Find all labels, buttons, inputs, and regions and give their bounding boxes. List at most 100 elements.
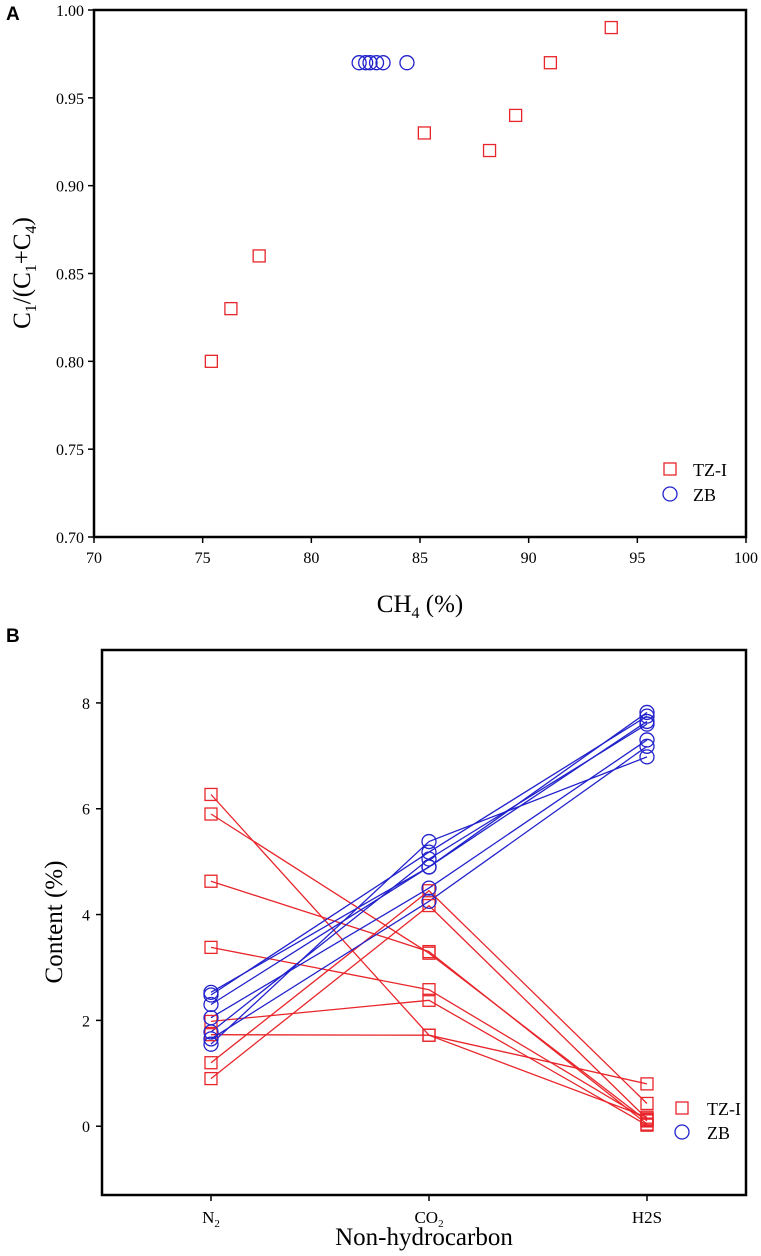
tzi-line xyxy=(210,999,648,1126)
tzi-point xyxy=(604,20,618,35)
a-xtick-label: 90 xyxy=(521,550,537,567)
panel-a-frame xyxy=(92,8,748,539)
zb-point xyxy=(639,738,655,754)
legend-a-tzi-marker xyxy=(663,462,677,476)
tzi-line xyxy=(210,946,648,1121)
zb-point xyxy=(203,987,219,1003)
tzi-point xyxy=(543,56,558,70)
tzi-point xyxy=(422,1028,436,1042)
zb-point xyxy=(203,996,219,1013)
tzi-point xyxy=(204,787,218,802)
tzi-point xyxy=(204,807,218,821)
zb-line xyxy=(210,756,648,1045)
panel-b-xlabel: Non-hydrocarbon xyxy=(335,1224,513,1251)
a-xtick-label: 80 xyxy=(303,550,319,567)
tzi-point xyxy=(224,301,238,316)
tzi-point xyxy=(640,1077,654,1091)
zb-point xyxy=(421,833,437,850)
tzi-point xyxy=(204,354,219,368)
tzi-line xyxy=(210,813,648,1122)
a-ytick-label: 0.70 xyxy=(56,530,84,547)
zb-point xyxy=(399,55,415,71)
tzi-point xyxy=(417,126,431,140)
a-xtick-label: 100 xyxy=(734,550,758,567)
a-xtick-label: 95 xyxy=(629,550,645,567)
zb-point xyxy=(639,732,655,748)
panel-a-legend: TZ-I ZB xyxy=(662,460,727,505)
tzi-line xyxy=(210,889,648,1104)
tzi-point xyxy=(508,108,523,123)
panel-b-points xyxy=(203,704,655,1132)
panel-a: A 70 75 80 85 90 95 100 0.70 0.75 0.80 0.85 0.90 0.9… xyxy=(6,3,758,622)
zb-line xyxy=(210,745,648,1040)
b-ytick-label: 0 xyxy=(82,1119,90,1136)
panel-b-legend: TZ-I ZB xyxy=(674,1099,741,1143)
zb-point xyxy=(203,1024,219,1040)
a-xtick-label: 75 xyxy=(195,550,211,567)
panel-a-ticks: 70 75 80 85 90 95 100 0.70 0.75 0.80 0.85 0.90 0.95 1… xyxy=(56,3,758,567)
zb-point xyxy=(203,1010,219,1026)
zb-point xyxy=(421,893,437,909)
a-xtick-label: 70 xyxy=(86,550,102,567)
a-ytick-label: 0.85 xyxy=(56,267,84,284)
zb-point xyxy=(362,55,378,71)
panel-b-lines xyxy=(210,711,648,1126)
zb-line xyxy=(210,720,648,1006)
panel-b-ticks: N2 CO2 H2S 0 2 4 6 8 xyxy=(82,696,662,1230)
zb-point xyxy=(358,55,374,71)
zb-point xyxy=(375,55,391,71)
tzi-point xyxy=(204,940,218,955)
legend-a-tzi-label: TZ-I xyxy=(693,460,727,480)
tzi-line xyxy=(210,1034,648,1085)
panel-b-letter: B xyxy=(6,626,20,647)
a-xtick-label: 85 xyxy=(412,550,428,567)
legend-b-tzi-label: TZ-I xyxy=(707,1099,741,1119)
tzi-line xyxy=(210,880,648,1125)
tzi-point xyxy=(640,1112,654,1126)
zb-point xyxy=(203,1036,219,1052)
a-ytick-label: 0.80 xyxy=(56,354,84,371)
b-xtick-label: N2 xyxy=(202,1208,220,1230)
tzi-point xyxy=(422,944,436,959)
b-xtick-label: H2S xyxy=(632,1208,662,1227)
a-ytick-label: 0.95 xyxy=(56,91,84,108)
panel-b-ylabel: Content (%) xyxy=(41,861,68,984)
zb-point xyxy=(639,749,655,765)
tzi-point xyxy=(204,874,218,888)
tzi-line xyxy=(210,904,648,1120)
b-ytick-label: 6 xyxy=(82,802,90,819)
zb-point xyxy=(351,55,367,71)
zb-point xyxy=(639,708,655,724)
zb-point xyxy=(421,844,437,860)
tzi-point xyxy=(422,993,436,1007)
tzi-point xyxy=(640,1096,654,1111)
tzi-point xyxy=(204,1071,218,1086)
tzi-point xyxy=(482,143,497,158)
legend-b-zb-label: ZB xyxy=(707,1123,730,1143)
b-ytick-label: 4 xyxy=(82,908,90,925)
tzi-point xyxy=(204,1056,218,1070)
panel-b-frame xyxy=(100,648,748,1197)
legend-b-tzi-marker xyxy=(675,1101,689,1115)
tzi-point xyxy=(422,983,436,997)
panel-a-xlabel: CH4 (%) xyxy=(377,591,463,622)
legend-b-zb-marker xyxy=(674,1124,690,1140)
panel-a-ylabel: C1/(C1+C4) xyxy=(9,217,40,329)
a-ytick-label: 0.90 xyxy=(56,179,84,196)
b-ytick-label: 8 xyxy=(82,696,90,713)
legend-a-zb-label: ZB xyxy=(693,485,716,505)
zb-point xyxy=(203,1031,219,1047)
panel-a-points xyxy=(204,20,618,368)
zb-point xyxy=(639,716,655,732)
legend-a-zb-marker xyxy=(662,486,678,502)
zb-point xyxy=(639,704,655,721)
a-ytick-label: 1.00 xyxy=(56,3,84,20)
b-xtick-label: CO2 xyxy=(414,1208,443,1230)
tzi-point xyxy=(252,249,266,263)
a-ytick-label: 0.75 xyxy=(56,442,84,459)
panel-a-letter: A xyxy=(6,4,20,25)
zb-point xyxy=(368,55,385,71)
b-ytick-label: 2 xyxy=(82,1013,90,1030)
zb-line xyxy=(210,723,648,1033)
